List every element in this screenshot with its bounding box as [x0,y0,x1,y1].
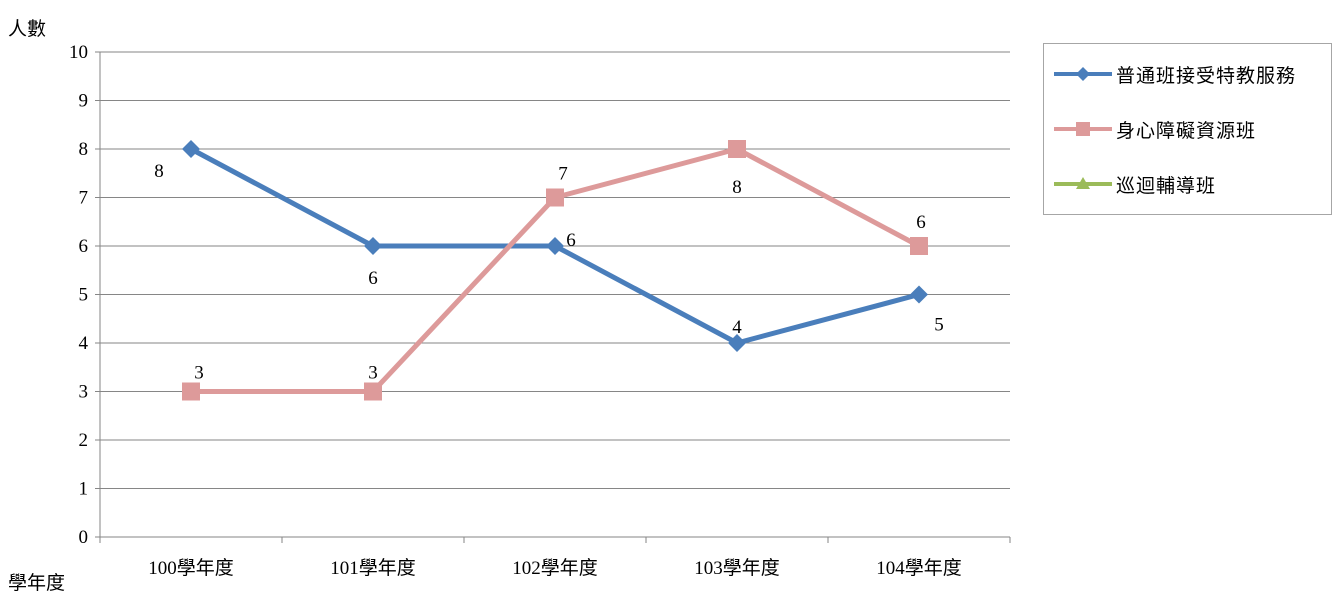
data-label: 3 [194,363,204,384]
data-point-diamond [364,237,382,255]
x-tick-label: 100學年度 [148,557,234,579]
data-label: 7 [558,164,568,185]
data-label: 6 [368,268,378,289]
data-label: 4 [732,317,742,338]
y-axis-title: 人數 [8,19,47,40]
data-point-diamond [182,140,200,158]
data-point-square [728,140,746,158]
legend-item-resource-class: 身心障礙資源班 [1052,114,1256,144]
data-point-square [364,382,382,401]
y-tick-label: 8 [79,139,89,160]
legend-marker-square-icon [1054,122,1112,136]
data-point-square [546,188,564,207]
data-point-diamond [910,285,928,304]
y-tick-label: 6 [79,236,89,257]
legend-marker-diamond-icon [1054,67,1112,81]
legend-label: 普通班接受特教服務 [1116,65,1297,87]
y-tick-label: 9 [79,91,89,112]
x-tick-label: 101學年度 [330,557,416,579]
data-label: 5 [934,315,944,336]
data-label: 8 [732,177,742,198]
x-tick-label: 102學年度 [512,557,598,579]
data-label: 8 [154,161,164,182]
y-tick-label: 4 [79,333,89,354]
y-tick-label: 3 [79,382,89,403]
data-point-diamond [728,334,746,352]
data-label: 6 [916,212,926,233]
y-tick-label: 1 [79,479,89,500]
data-label: 6 [566,230,576,251]
y-tick-label: 7 [79,188,89,209]
data-point-square [910,237,928,255]
legend: 普通班接受特教服務 身心障礙資源班 巡迴輔導班 [1043,43,1332,215]
series-line [191,146,921,394]
legend-item-itinerant-class: 巡迴輔導班 [1052,169,1216,199]
data-label: 3 [368,363,378,384]
y-tick-label: 5 [79,285,89,306]
legend-label: 巡迴輔導班 [1116,175,1217,197]
data-point-square [182,382,200,401]
legend-item-general-class: 普通班接受特教服務 [1052,59,1296,89]
x-axis-title: 學年度 [8,573,66,594]
y-tick-label: 0 [79,527,89,548]
legend-marker-triangle-icon [1054,177,1112,189]
y-tick-label: 2 [79,430,89,451]
data-point-diamond [546,237,564,255]
legend-label: 身心障礙資源班 [1116,120,1257,142]
y-tick-label: 10 [69,42,88,63]
x-tick-label: 103學年度 [694,557,780,579]
x-tick-label: 104學年度 [876,557,962,579]
